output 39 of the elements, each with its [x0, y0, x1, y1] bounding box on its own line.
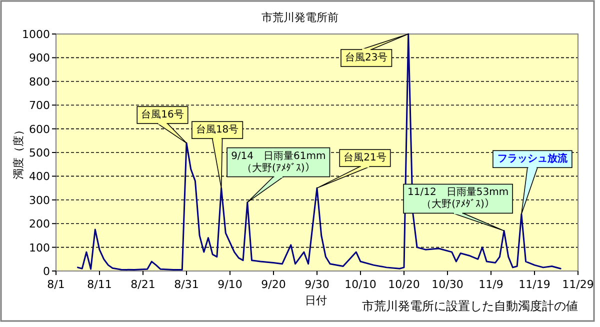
x-tick-label: 9/10: [218, 278, 242, 291]
annotation: 台風18号: [196, 124, 239, 136]
y-tick-label: 300: [29, 194, 50, 207]
x-tick-label: 11/9: [478, 278, 504, 291]
y-axis-title: 濁度（度）: [12, 124, 25, 180]
y-tick-label: 0: [43, 265, 50, 278]
x-tick-label: 10/30: [432, 278, 464, 291]
x-tick-label: 10/10: [344, 278, 376, 291]
annotation: 9/14 日雨量61mm （大野(ｱﾒﾀﾞｽ)）: [231, 150, 326, 174]
y-tick-label: 400: [29, 170, 50, 184]
annotation: 台風23号: [344, 52, 388, 64]
annotation: フラッシュ放流: [497, 152, 568, 165]
y-tick-label: 100: [29, 241, 50, 254]
x-tick-label: 10/20: [388, 278, 420, 291]
y-tick-label: 1000: [22, 28, 50, 41]
annotation: 11/12 日雨量53mm （大野(ｱﾒﾀﾞｽ)）: [408, 187, 509, 210]
y-tick-label: 900: [29, 52, 50, 65]
x-tick-label: 8/1: [47, 278, 65, 291]
x-tick-label: 11/29: [562, 278, 594, 291]
y-tick-label: 800: [29, 75, 50, 88]
y-tick-label: 600: [29, 122, 50, 136]
callout: 台風16号: [136, 106, 188, 144]
x-tick-label: 11/19: [518, 278, 550, 291]
x-tick-label: 9/30: [304, 278, 330, 291]
chart-title: 市荒川発電所前: [262, 11, 338, 24]
y-tick-label: 500: [29, 146, 50, 160]
callout: 9/14 日雨量61mm （大野(ｱﾒﾀﾞｽ)）: [226, 147, 330, 203]
x-tick-label: 8/11: [87, 278, 112, 291]
y-tick-label: 700: [29, 99, 50, 112]
x-tick-label: 9/20: [261, 278, 286, 291]
x-tick-label: 8/31: [174, 278, 199, 291]
annotation: 台風16号: [141, 108, 184, 121]
x-tick-label: 8/21: [130, 278, 156, 291]
x-axis-title: 日付: [305, 294, 327, 307]
annotation: 台風21号: [344, 152, 386, 164]
text: 市荒川発電所に設置した自動濁度計の値: [362, 299, 578, 313]
callout: 11/12 日雨量53mm （大野(ｱﾒﾀﾞｽ)）: [403, 184, 513, 232]
callout: 台風23号: [340, 34, 409, 67]
y-tick-label: 200: [29, 218, 50, 231]
